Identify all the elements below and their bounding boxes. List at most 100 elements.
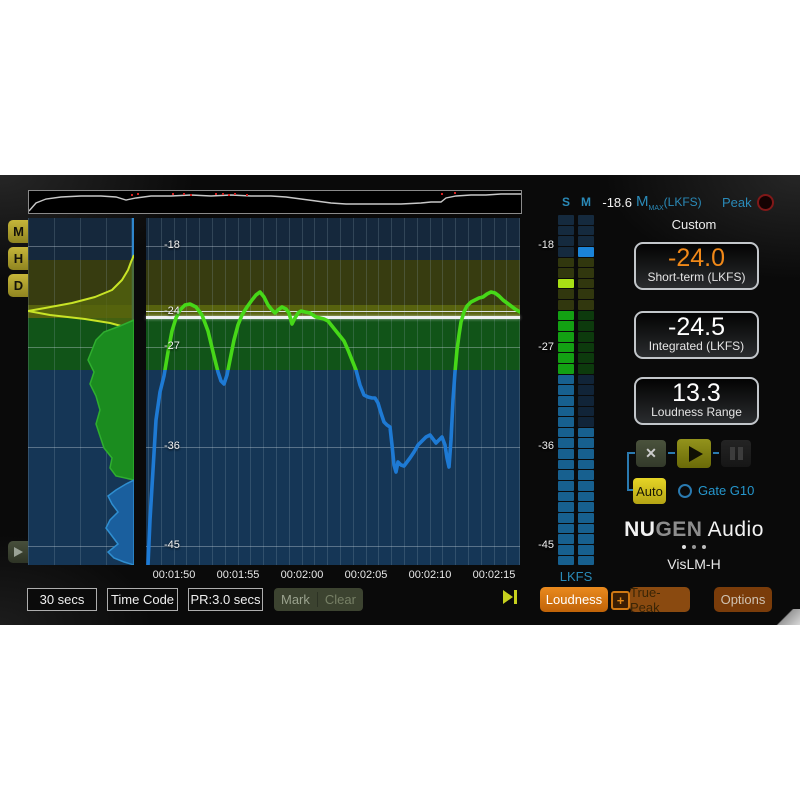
histogram-gridline	[28, 218, 29, 565]
time-label: 00:01:50	[152, 569, 196, 581]
integrated-readout[interactable]: -24.5 Integrated (LKFS)	[634, 311, 759, 359]
transport-connector	[713, 452, 719, 454]
play-icon	[688, 445, 703, 462]
logo-dot	[702, 545, 706, 549]
meter-segment	[558, 534, 574, 544]
tab-momentary-label: M	[13, 224, 24, 239]
time-gridline	[314, 218, 316, 565]
mark-button[interactable]: Mark	[274, 592, 318, 607]
meter-segment	[558, 544, 574, 555]
tab-history[interactable]: H	[8, 247, 29, 270]
time-gridline	[404, 218, 405, 565]
meter-segment	[558, 363, 574, 374]
meter-segment	[578, 353, 594, 363]
meter-scale-label: -36	[538, 440, 554, 452]
meter-segment	[558, 481, 574, 491]
meter-scale-label: -18	[538, 239, 554, 251]
target-line	[146, 311, 520, 312]
vislm-plugin-window: M H D -18 -24 -27 -36 -45 S M LKFS -18.6 MMA…	[0, 175, 800, 625]
overview-strip[interactable]	[28, 190, 522, 214]
level-gridline	[146, 447, 520, 448]
short-term-readout[interactable]: -24.0 Short-term (LKFS)	[634, 242, 759, 290]
gate-label: Gate G10	[698, 483, 755, 498]
pause-button[interactable]	[721, 440, 751, 467]
short-term-value: -24.0	[668, 244, 725, 272]
level-gridline	[146, 546, 520, 547]
level-gridline	[146, 347, 520, 348]
tab-distribution[interactable]: D	[8, 274, 29, 297]
time-label: 00:02:00	[280, 569, 324, 581]
tab-distribution-label: D	[13, 278, 24, 293]
meter-m-header: M	[581, 195, 591, 209]
reset-button[interactable]: ✕	[636, 440, 666, 467]
time-gridline	[416, 218, 418, 565]
meter-segment	[558, 459, 574, 470]
time-gridline	[378, 218, 380, 565]
meter-segment	[558, 236, 574, 246]
meter-segment	[578, 534, 594, 544]
pause-icon	[729, 447, 735, 460]
time-gridline	[148, 218, 149, 565]
add-mode-button[interactable]: +	[611, 591, 630, 610]
loudness-mode-button[interactable]: Loudness	[540, 587, 608, 612]
meter-segment	[558, 215, 574, 225]
logo-nu: NU	[624, 518, 656, 541]
peak-indicator-lamp[interactable]	[757, 194, 774, 211]
graph-y-labels: -18 -24 -27 -36 -45	[146, 218, 520, 565]
meter-segment	[578, 225, 594, 236]
meter-segment	[578, 449, 594, 459]
meter-segment	[578, 215, 594, 225]
auto-bracket-line	[628, 489, 633, 491]
meter-segment	[558, 374, 574, 385]
meter-segment	[578, 523, 594, 534]
short-term-label: Short-term (LKFS)	[647, 270, 746, 284]
meter-segment	[578, 502, 594, 512]
time-gridline	[276, 218, 277, 565]
y-axis-label: -27	[164, 340, 180, 352]
meter-segment	[578, 310, 594, 321]
logo-gen: GEN	[655, 518, 703, 541]
time-gridline	[288, 218, 290, 565]
tab-momentary[interactable]: M	[8, 220, 29, 243]
meter-segment	[558, 310, 574, 321]
auto-bracket-line	[628, 452, 635, 454]
level-gridline	[146, 246, 520, 247]
meter-segment	[578, 257, 594, 268]
peak-label: Peak	[722, 195, 752, 210]
meter-segment	[578, 459, 594, 470]
logo-dots	[610, 545, 778, 549]
resize-corner[interactable]	[770, 609, 800, 625]
auto-button[interactable]: Auto	[633, 478, 666, 504]
zone-band-0	[146, 218, 520, 260]
time-gridline	[429, 218, 431, 565]
timecode-button[interactable]: Time Code	[107, 588, 178, 611]
loudness-range-value: 13.3	[672, 379, 721, 407]
options-button[interactable]: Options	[714, 587, 772, 612]
history-window-button[interactable]: 30 secs	[27, 588, 97, 611]
meter-segment	[558, 470, 574, 481]
clear-button[interactable]: Clear	[324, 592, 356, 607]
time-gridline	[455, 218, 457, 565]
mmax-value: -18.6	[602, 195, 632, 210]
loudness-trace	[146, 290, 520, 565]
skip-to-end-button[interactable]	[502, 589, 518, 610]
time-gridline	[224, 218, 226, 565]
meter-segment	[558, 246, 574, 257]
gate-radio[interactable]	[678, 484, 692, 498]
meter-segment	[558, 512, 574, 523]
loudness-range-readout[interactable]: 13.3 Loudness Range	[634, 377, 759, 425]
play-button[interactable]	[677, 439, 711, 468]
graph-grid	[146, 218, 521, 565]
meter-segment	[558, 353, 574, 363]
time-label: 00:02:10	[408, 569, 452, 581]
time-gridline	[506, 218, 508, 565]
truepeak-mode-button[interactable]: True-Peak	[630, 585, 690, 615]
loudness-distribution-panel	[28, 218, 134, 565]
y-axis-label: -45	[164, 539, 180, 551]
meter-segment	[578, 385, 594, 395]
pr-window-button[interactable]: PR:3.0 secs	[188, 588, 263, 611]
meter-segment	[578, 427, 594, 438]
collapse-panel-button[interactable]	[8, 541, 29, 563]
meter-column-momentary	[578, 215, 594, 566]
meter-segment	[578, 512, 594, 523]
